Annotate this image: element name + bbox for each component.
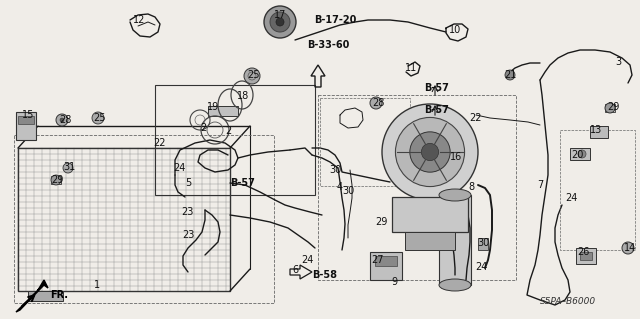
Ellipse shape bbox=[439, 189, 471, 201]
Bar bbox=[590, 126, 608, 138]
Circle shape bbox=[63, 163, 73, 173]
Bar bbox=[560, 130, 635, 250]
Bar bbox=[28, 291, 63, 301]
Bar bbox=[375, 256, 397, 266]
Text: 25: 25 bbox=[93, 113, 106, 123]
Circle shape bbox=[270, 12, 290, 32]
Text: 24: 24 bbox=[301, 255, 313, 265]
Circle shape bbox=[92, 112, 104, 124]
Bar bbox=[14, 135, 274, 303]
Text: 24: 24 bbox=[173, 163, 185, 173]
Text: 22: 22 bbox=[470, 113, 483, 123]
Bar bbox=[576, 248, 596, 264]
Text: 28: 28 bbox=[59, 115, 71, 125]
Circle shape bbox=[505, 70, 515, 80]
Text: 20: 20 bbox=[571, 150, 583, 160]
Bar bbox=[18, 116, 34, 124]
Text: 3: 3 bbox=[615, 57, 621, 67]
Text: 9: 9 bbox=[391, 277, 397, 287]
Polygon shape bbox=[16, 280, 48, 312]
Text: 2: 2 bbox=[200, 123, 206, 133]
Text: 22: 22 bbox=[154, 138, 166, 148]
Bar bbox=[320, 98, 410, 186]
Text: 24: 24 bbox=[475, 262, 487, 272]
Text: 23: 23 bbox=[181, 207, 193, 217]
Text: B-57: B-57 bbox=[424, 105, 449, 115]
Circle shape bbox=[244, 68, 260, 84]
Text: FR.: FR. bbox=[50, 290, 68, 300]
Circle shape bbox=[605, 103, 615, 113]
Text: S5PA–B6000: S5PA–B6000 bbox=[540, 298, 596, 307]
Text: 13: 13 bbox=[590, 125, 602, 135]
Text: 17: 17 bbox=[274, 10, 286, 20]
Text: 15: 15 bbox=[22, 110, 34, 120]
Circle shape bbox=[60, 118, 64, 122]
Text: B-57: B-57 bbox=[230, 178, 255, 188]
Circle shape bbox=[264, 6, 296, 38]
Bar bbox=[16, 112, 36, 140]
Text: 29: 29 bbox=[51, 175, 63, 185]
Text: B-33-60: B-33-60 bbox=[307, 40, 349, 50]
Bar bbox=[18, 148, 230, 291]
Bar bbox=[392, 197, 468, 232]
Bar bbox=[318, 95, 516, 280]
Text: 11: 11 bbox=[405, 63, 417, 73]
Text: 25: 25 bbox=[247, 70, 259, 80]
Text: 8: 8 bbox=[468, 182, 474, 192]
Text: 27: 27 bbox=[372, 255, 384, 265]
Text: 6: 6 bbox=[292, 265, 298, 275]
Text: 28: 28 bbox=[372, 98, 384, 108]
Text: 29: 29 bbox=[607, 102, 619, 112]
Circle shape bbox=[56, 114, 68, 126]
Text: 10: 10 bbox=[449, 25, 461, 35]
Bar bbox=[605, 104, 615, 112]
Bar bbox=[580, 252, 592, 260]
Bar bbox=[570, 148, 590, 160]
Text: 19: 19 bbox=[207, 102, 219, 112]
Text: 26: 26 bbox=[577, 247, 589, 257]
Circle shape bbox=[410, 132, 450, 172]
Text: 4: 4 bbox=[337, 182, 343, 192]
Bar bbox=[155, 85, 315, 195]
Bar bbox=[405, 232, 455, 250]
Circle shape bbox=[578, 150, 586, 158]
Text: 12: 12 bbox=[133, 15, 145, 25]
Circle shape bbox=[622, 242, 634, 254]
Text: 30: 30 bbox=[342, 186, 354, 196]
Text: 1: 1 bbox=[94, 280, 100, 290]
Text: 23: 23 bbox=[182, 230, 194, 240]
Text: 2: 2 bbox=[225, 126, 231, 136]
Circle shape bbox=[370, 97, 382, 109]
Text: 24: 24 bbox=[565, 193, 577, 203]
Text: 30: 30 bbox=[477, 238, 489, 248]
Text: 14: 14 bbox=[624, 243, 636, 253]
Bar bbox=[370, 252, 402, 280]
Bar bbox=[51, 176, 61, 184]
Circle shape bbox=[276, 18, 284, 26]
Bar bbox=[439, 195, 471, 285]
Text: 31: 31 bbox=[63, 162, 75, 172]
Text: 5: 5 bbox=[185, 178, 191, 188]
Bar bbox=[478, 238, 488, 250]
Ellipse shape bbox=[439, 279, 471, 291]
Text: 30: 30 bbox=[329, 165, 341, 175]
Circle shape bbox=[421, 143, 438, 161]
Text: B-17-20: B-17-20 bbox=[314, 15, 356, 25]
Text: B-57: B-57 bbox=[424, 83, 449, 93]
Text: 18: 18 bbox=[237, 91, 249, 101]
Text: 29: 29 bbox=[375, 217, 387, 227]
Text: 7: 7 bbox=[537, 180, 543, 190]
Bar bbox=[208, 106, 238, 116]
Circle shape bbox=[51, 175, 61, 185]
Text: 16: 16 bbox=[450, 152, 462, 162]
Text: 21: 21 bbox=[504, 70, 516, 80]
Circle shape bbox=[382, 104, 478, 200]
Text: B-58: B-58 bbox=[312, 270, 337, 280]
Circle shape bbox=[396, 117, 465, 187]
